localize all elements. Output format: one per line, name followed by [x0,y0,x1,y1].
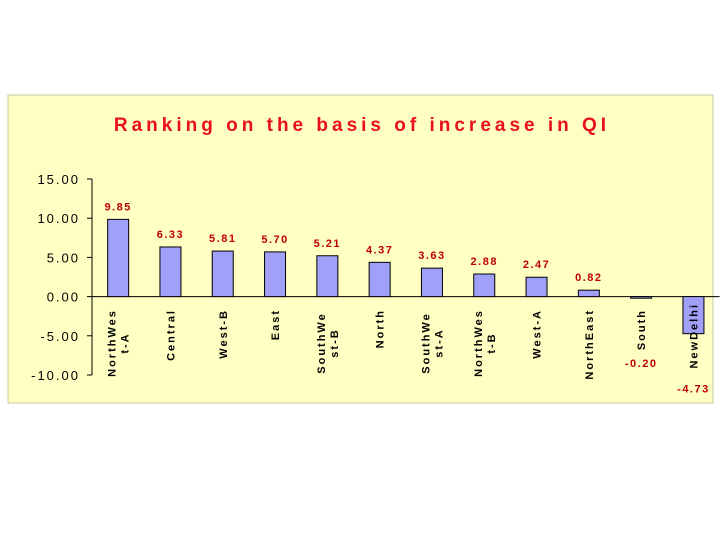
x-tick-label: Central [165,309,177,361]
data-label: 2.88 [471,256,498,268]
data-label: 9.85 [104,201,131,213]
data-label: 5.81 [209,233,236,245]
x-tick-label-group: NorthWes t-A [107,309,132,377]
bar [630,296,653,299]
bar [316,255,339,298]
x-tick-label: East [270,309,282,340]
data-label: 3.63 [418,250,445,262]
y-tick-label: 10.00 [37,211,80,226]
x-tick-label-group: West-A [532,309,544,359]
x-tick-label: West-B [218,309,230,359]
y-tick-label: -10.00 [31,368,80,383]
bars [107,218,705,335]
bar [473,273,496,298]
x-tick-label-group: SouthWe st-A [420,312,445,373]
x-axis-labels: NorthWes t-A Central West-B East SouthWe st-B N… [107,303,701,380]
data-label: 2.47 [523,259,550,271]
bar [264,251,287,298]
bar [682,296,705,335]
bar [107,218,130,298]
x-tick-label-group: NewDelhi [688,303,700,369]
data-label: 5.70 [261,234,288,246]
x-tick-label: SouthWe [420,312,432,373]
x-tick-label: SouthWe [316,312,328,373]
data-label: -0.20 [625,358,658,370]
x-tick-label-group: South [636,309,648,350]
data-label: 0.82 [575,272,602,284]
bar [525,276,548,298]
data-labels: 9.85 6.33 5.81 5.70 5.21 4.37 3.63 2.88 2.47 0.82… [104,201,710,396]
x-tick-label: t-B [486,332,498,353]
y-tick-label: 15.00 [37,172,80,187]
x-tick-label-group: North [375,309,387,348]
bar [211,250,234,298]
x-tick-label-group: Central [165,309,177,361]
x-tick-label-group: East [270,309,282,340]
x-tick-label-group: NorthEast [584,309,596,380]
x-tick-label-group: West-B [218,309,230,359]
x-tick-label-group: SouthWe st-B [316,312,341,373]
x-tick-label: st-B [329,328,341,357]
bar [159,246,182,298]
y-axis: 15.00 10.00 5.00 0.00 -5.00 -10.00 [31,172,720,383]
chart-title: Ranking on the basis of increase in QI [114,115,610,136]
data-label: 5.21 [314,238,341,250]
bar [577,289,600,298]
x-tick-label: NorthWes [473,309,485,377]
x-tick-label: st-A [433,328,445,357]
x-tick-label: NorthEast [584,309,596,380]
data-label: 4.37 [366,244,393,256]
bar [420,267,443,298]
data-label: 6.33 [157,229,184,241]
x-tick-label: North [375,309,387,348]
x-tick-label-group: NorthWes t-B [473,309,498,377]
bar [368,261,391,298]
data-label: -4.73 [677,384,710,396]
x-tick-label: NewDelhi [688,303,700,369]
x-tick-label: West-A [532,309,544,359]
y-tick-label: 5.00 [47,250,80,265]
y-tick-label: -5.00 [40,329,80,344]
x-tick-label: South [636,309,648,350]
y-tick-label: 0.00 [47,290,80,305]
x-tick-label: t-A [120,332,132,353]
x-tick-label: NorthWes [107,309,119,377]
